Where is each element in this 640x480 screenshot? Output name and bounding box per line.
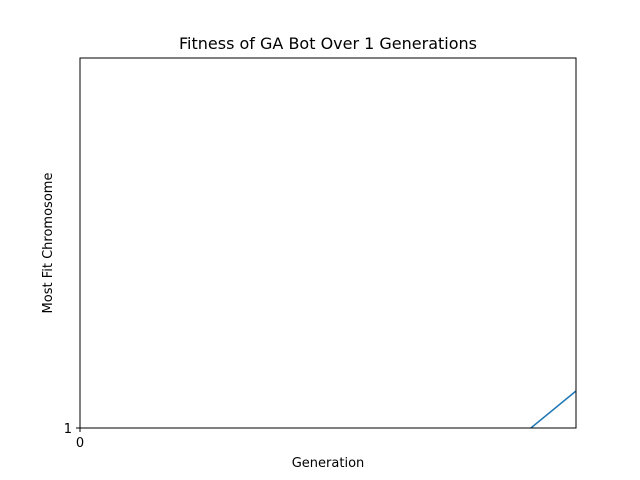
plot-background — [80, 58, 576, 428]
plot-frame — [79, 57, 577, 429]
series-layer — [530, 390, 576, 428]
series-line-0 — [530, 390, 576, 428]
x-axis-label: Generation — [292, 456, 365, 471]
y-axis: 1 — [64, 422, 80, 437]
x-tick-label-0: 0 — [76, 436, 84, 451]
plot-area: 0 1 — [64, 57, 577, 451]
chart-title: Fitness of GA Bot Over 1 Generations — [179, 34, 477, 53]
y-tick-label-0: 1 — [64, 422, 72, 437]
x-axis: 0 — [76, 428, 84, 451]
y-axis-label: Most Fit Chromosome — [41, 173, 56, 314]
